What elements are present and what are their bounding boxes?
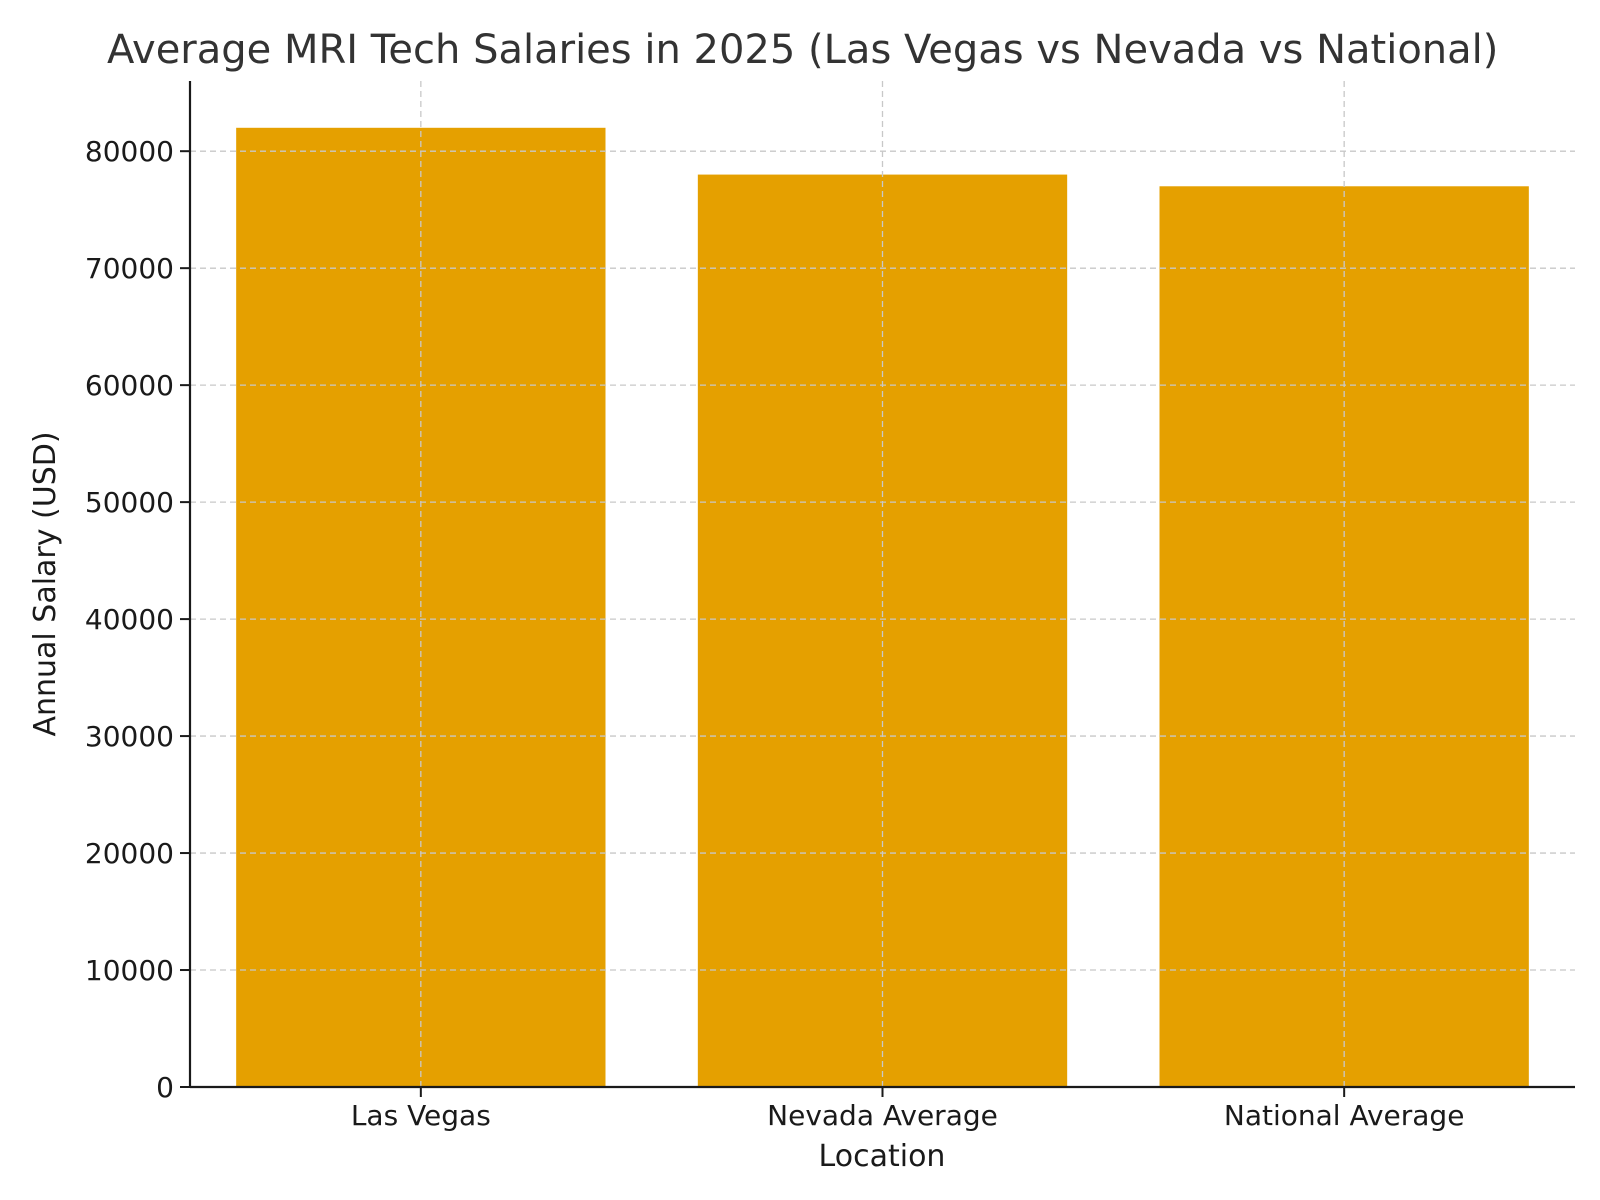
x-tick-label: National Average — [1224, 1099, 1465, 1132]
y-tick-label: 10000 — [85, 954, 174, 987]
y-axis-label: Annual Salary (USD) — [28, 431, 63, 736]
y-tick-label: 80000 — [85, 135, 174, 168]
chart-title: Average MRI Tech Salaries in 2025 (Las V… — [107, 27, 1498, 73]
x-tick-label: Nevada Average — [767, 1099, 998, 1132]
y-tick-label: 0 — [156, 1071, 174, 1104]
y-tick-label: 50000 — [85, 486, 174, 519]
grid — [190, 81, 1575, 1087]
bar-1 — [236, 127, 606, 1087]
y-tick-label: 70000 — [85, 252, 174, 285]
x-ticks: Las Vegas Nevada Average National Average — [351, 1087, 1465, 1132]
y-tick-label: 40000 — [85, 603, 174, 636]
y-tick-label: 30000 — [85, 720, 174, 753]
y-ticks: 0 10000 20000 30000 40000 50000 60000 70000 8000… — [85, 135, 190, 1104]
x-tick-label: Las Vegas — [351, 1099, 491, 1132]
y-tick-label: 60000 — [85, 369, 174, 402]
x-axis-label: Location — [819, 1139, 946, 1174]
y-tick-label: 20000 — [85, 837, 174, 870]
